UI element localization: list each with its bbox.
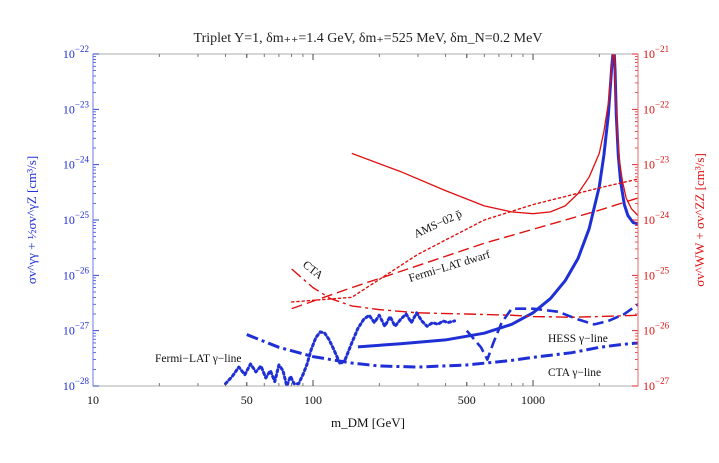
annotation-fermidwarf: Fermi−LAT dwarf bbox=[407, 249, 491, 285]
y-right-tick-label: 10−26 bbox=[643, 321, 670, 338]
series-cta-line bbox=[246, 333, 638, 369]
series-hess-line bbox=[465, 303, 638, 361]
y-right-axis-label: σv^WW + σv^ZZ [cm³/s] bbox=[692, 153, 707, 287]
x-tick-label: 500 bbox=[458, 393, 476, 407]
y-left-tick-label: 10−25 bbox=[63, 210, 90, 227]
x-tick-label: 100 bbox=[304, 393, 322, 407]
y-left-axis-label: σv^γγ + ½σv^γZ [cm³/s] bbox=[24, 156, 39, 284]
annotation-ams: AMS−02 p̄ bbox=[412, 208, 464, 241]
y-right-tick-label: 10−25 bbox=[643, 265, 670, 282]
series-v-v-z-prediction bbox=[357, 54, 638, 349]
series-ams-02-p bbox=[290, 178, 638, 303]
x-tick-label: 10 bbox=[87, 393, 99, 407]
series-fermi-lat-dwarf bbox=[291, 197, 638, 310]
annotation-hess: HESS γ−line bbox=[548, 333, 608, 345]
annotation-ctaline: CTA γ−line bbox=[548, 367, 601, 379]
y-right-tick-label: 10−27 bbox=[643, 376, 670, 393]
annotation-layer: AMS−02 p̄ Fermi−LAT dwarf CTA HESS γ−line Fe… bbox=[155, 208, 608, 379]
x-tick-label: 1000 bbox=[521, 393, 545, 407]
y-left-tick-label: 10−23 bbox=[63, 99, 90, 116]
y-left-tick-label: 10−24 bbox=[63, 155, 90, 172]
y-left-tick-label: 10−22 bbox=[63, 44, 89, 61]
y-left-tick-label: 10−28 bbox=[63, 376, 90, 393]
label-layer: 10 50 100 500 1000 10−22 10−23 10−24 10−25 10−26 1… bbox=[24, 44, 707, 430]
annotation-cta: CTA bbox=[300, 259, 325, 282]
series-layer bbox=[223, 54, 638, 386]
y-right-tick-label: 10−21 bbox=[643, 44, 669, 61]
x-tick-label: 50 bbox=[241, 393, 253, 407]
y-left-tick-label: 10−26 bbox=[63, 265, 90, 282]
x-axis-label: m_DM [GeV] bbox=[331, 415, 405, 430]
y-right-tick-label: 10−22 bbox=[643, 99, 669, 116]
series-fermi-lat-line bbox=[223, 311, 457, 386]
y-right-tick-label: 10−23 bbox=[643, 155, 670, 172]
series-v-ww-v-zz-prediction bbox=[351, 54, 638, 217]
annotation-fermiline: Fermi−LAT γ−line bbox=[155, 353, 242, 365]
chart-title: Triplet Y=1, δm₊₊=1.4 GeV, δm₊=525 MeV, … bbox=[194, 31, 543, 46]
series-cta bbox=[291, 268, 638, 318]
axes-layer bbox=[92, 53, 639, 387]
y-left-tick-label: 10−27 bbox=[63, 321, 90, 338]
y-right-tick-label: 10−24 bbox=[643, 210, 670, 227]
